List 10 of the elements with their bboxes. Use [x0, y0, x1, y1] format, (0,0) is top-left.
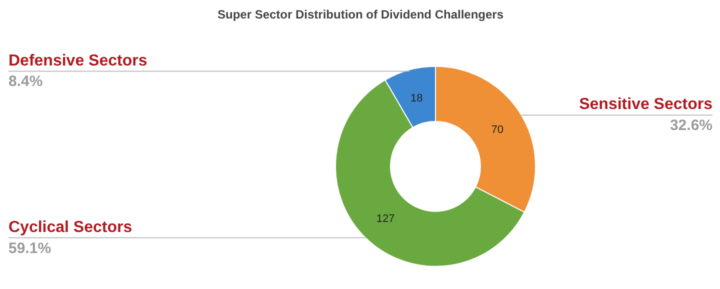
data-label: 59.1%: [8, 240, 52, 257]
slice-label: Cyclical Sectors: [8, 218, 132, 236]
text: 127: [376, 213, 395, 226]
slice-label: Defensive Sectors: [8, 52, 148, 70]
data-label: 8.4%: [8, 73, 43, 90]
slice-label: Sensitive Sectors: [579, 96, 713, 114]
chart-title: Super Sector Distribution of Dividend Challengers: [217, 8, 504, 22]
text: 70: [491, 124, 504, 136]
text: 18: [410, 92, 423, 104]
data-label: 32.6%: [670, 117, 713, 134]
